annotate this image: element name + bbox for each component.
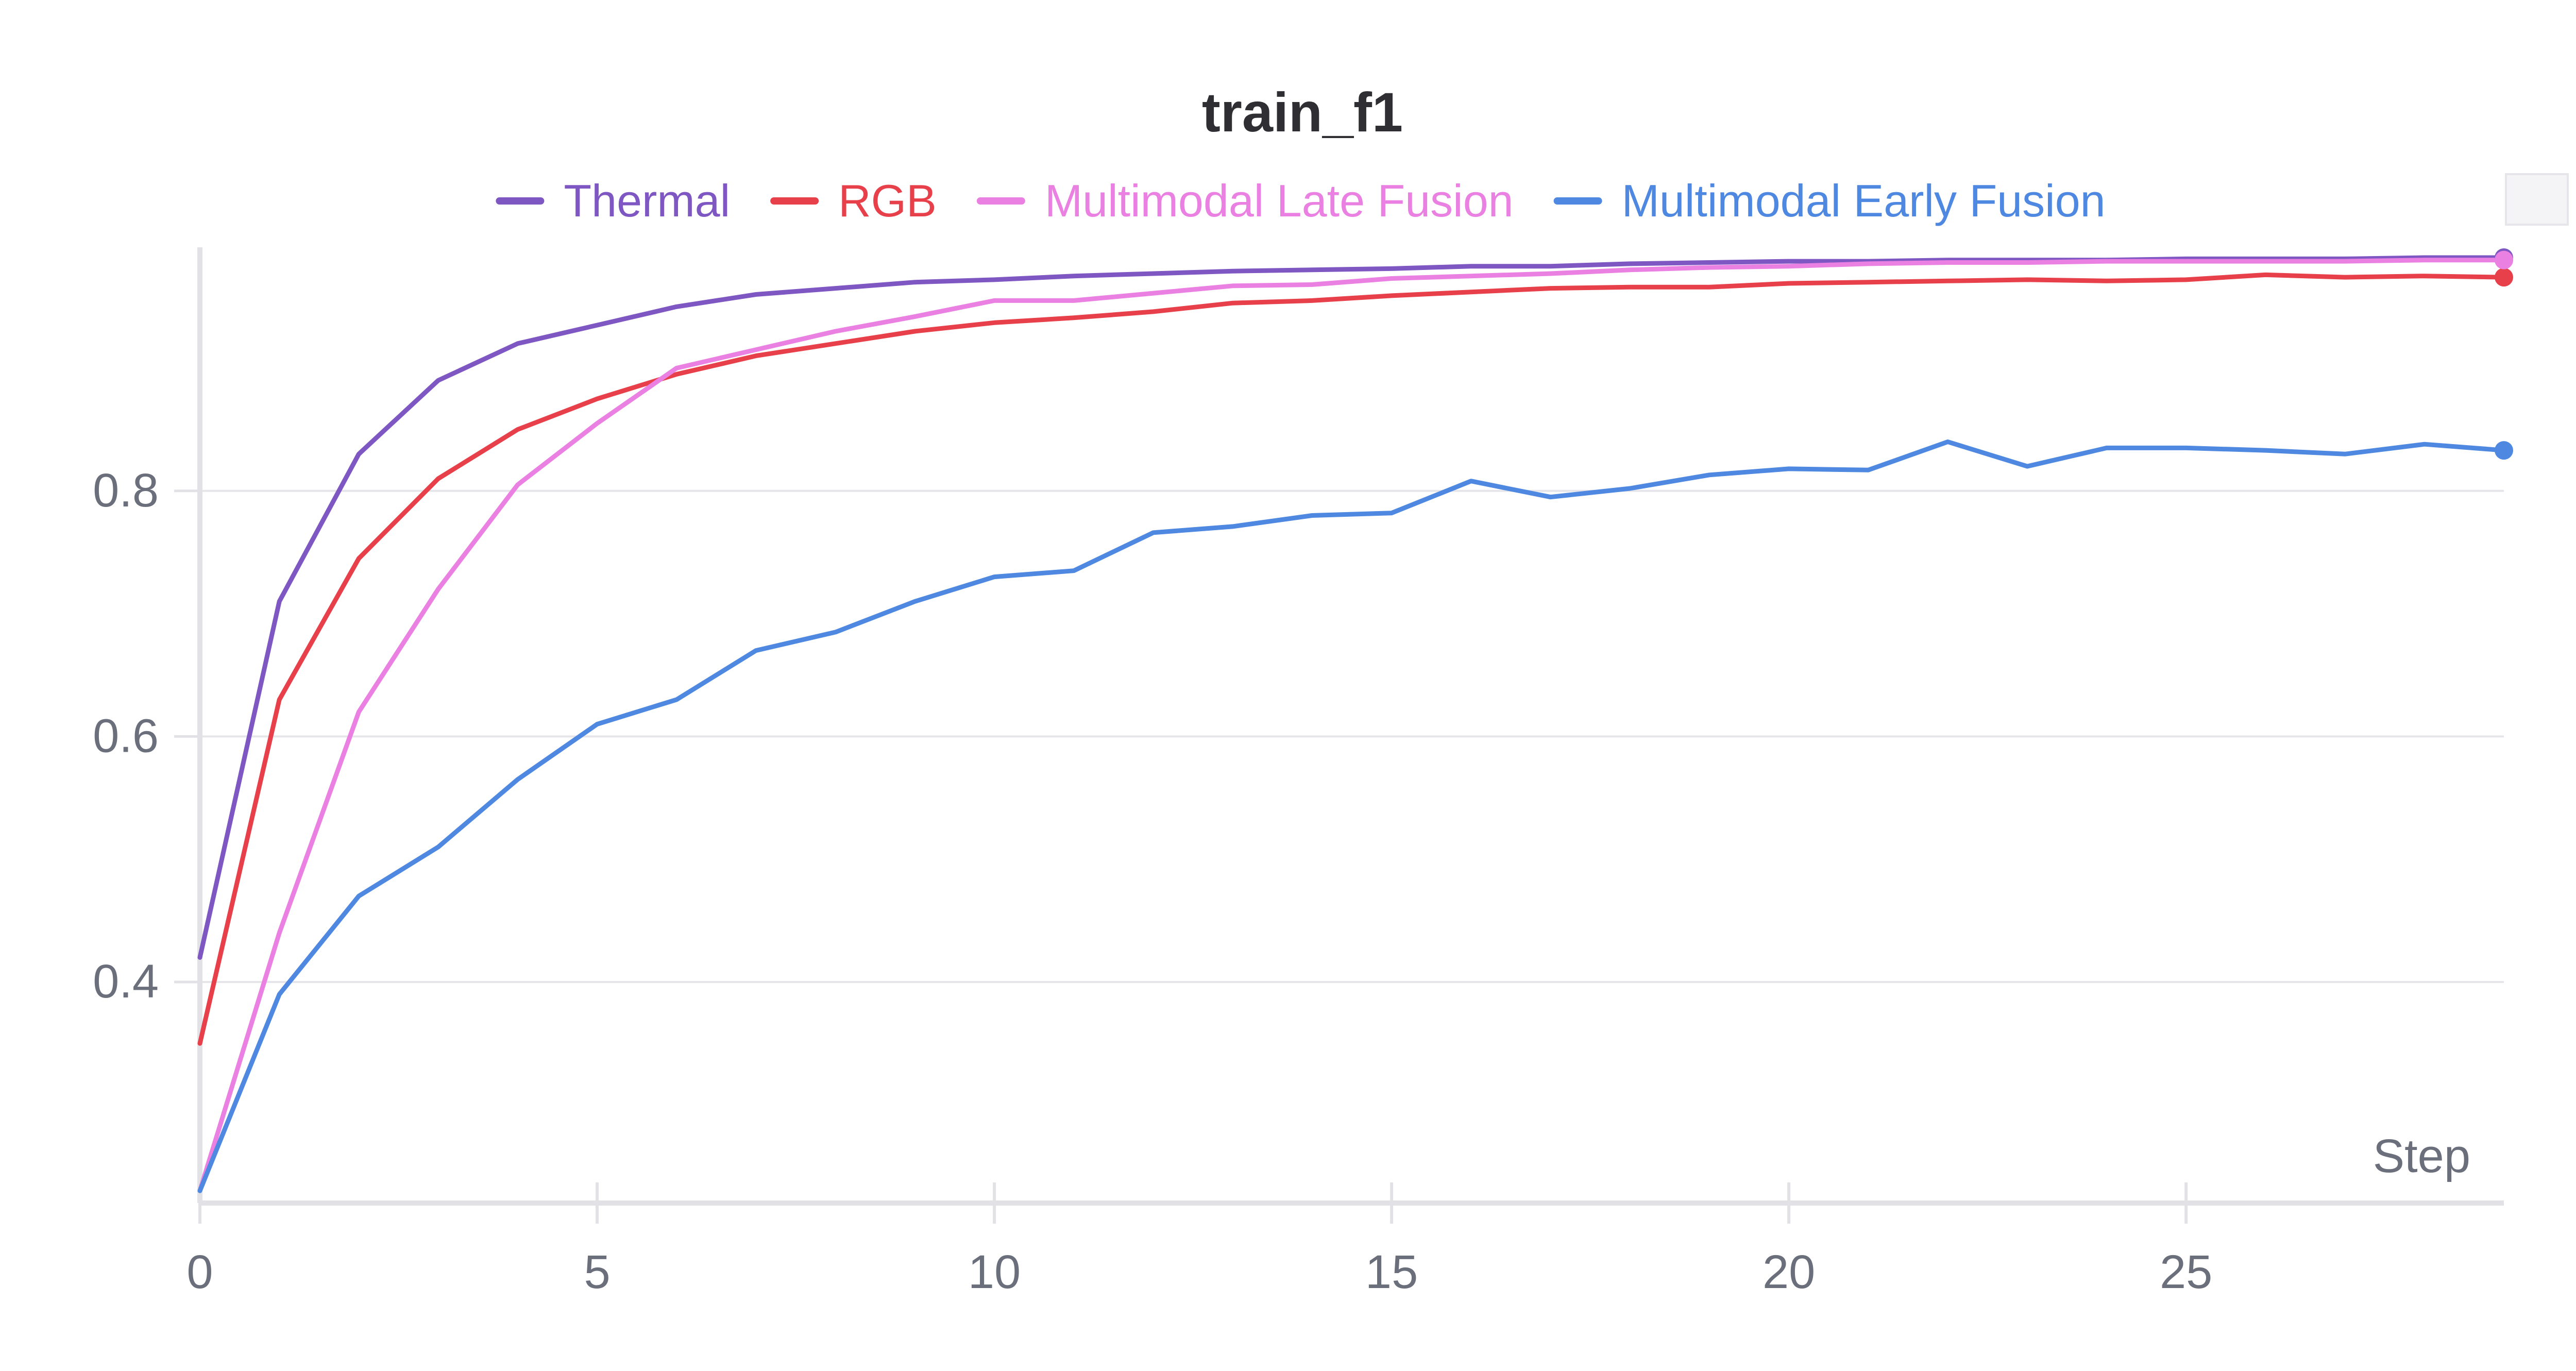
legend-item-rgb[interactable]: RGB bbox=[770, 175, 937, 226]
series-line-multimodal-late-fusion[interactable] bbox=[197, 258, 2506, 1193]
series-lines bbox=[197, 255, 2506, 1193]
legend-label: RGB bbox=[838, 175, 937, 226]
y-tick-label: 0.8 bbox=[93, 464, 159, 517]
x-tick-label: 20 bbox=[1762, 1246, 1815, 1298]
series-end-points bbox=[2495, 248, 2513, 460]
x-axis-label: Step bbox=[2373, 1130, 2470, 1182]
legend-label: Thermal bbox=[564, 175, 730, 226]
series-line-thermal[interactable] bbox=[197, 255, 2506, 960]
x-tick-label: 25 bbox=[2160, 1246, 2212, 1298]
series-line-multimodal-early-fusion[interactable] bbox=[197, 439, 2506, 1193]
series-end-point-rgb[interactable] bbox=[2495, 268, 2513, 287]
series-end-point-multimodal-early-fusion[interactable] bbox=[2495, 441, 2513, 460]
x-tick-label: 5 bbox=[584, 1246, 610, 1298]
legend-item-multimodal-early-fusion[interactable]: Multimodal Early Fusion bbox=[1553, 175, 2106, 226]
gridlines bbox=[200, 489, 2504, 984]
legend-item-thermal[interactable]: Thermal bbox=[496, 175, 730, 226]
chart-title: train_f1 bbox=[1202, 81, 1403, 143]
x-tick-label: 0 bbox=[187, 1246, 213, 1298]
y-tick-label: 0.4 bbox=[93, 955, 159, 1008]
series-end-point-multimodal-late-fusion[interactable] bbox=[2495, 250, 2513, 269]
series-line-rgb[interactable] bbox=[197, 272, 2506, 1046]
legend-label: Multimodal Early Fusion bbox=[1622, 175, 2106, 226]
legend: Thermal RGB Multimodal Late Fusion Multimod… bbox=[496, 175, 2106, 226]
legend-scroll-box[interactable] bbox=[2505, 173, 2569, 226]
legend-item-multimodal-late-fusion[interactable]: Multimodal Late Fusion bbox=[976, 175, 1514, 226]
x-tick-label: 10 bbox=[968, 1246, 1021, 1298]
axes: 0.4 0.6 0.8 0 5 10 15 20 25 bbox=[93, 247, 2504, 1298]
legend-label: Multimodal Late Fusion bbox=[1045, 175, 1514, 226]
x-tick-label: 15 bbox=[1365, 1246, 1418, 1298]
y-tick-label: 0.6 bbox=[93, 709, 159, 762]
